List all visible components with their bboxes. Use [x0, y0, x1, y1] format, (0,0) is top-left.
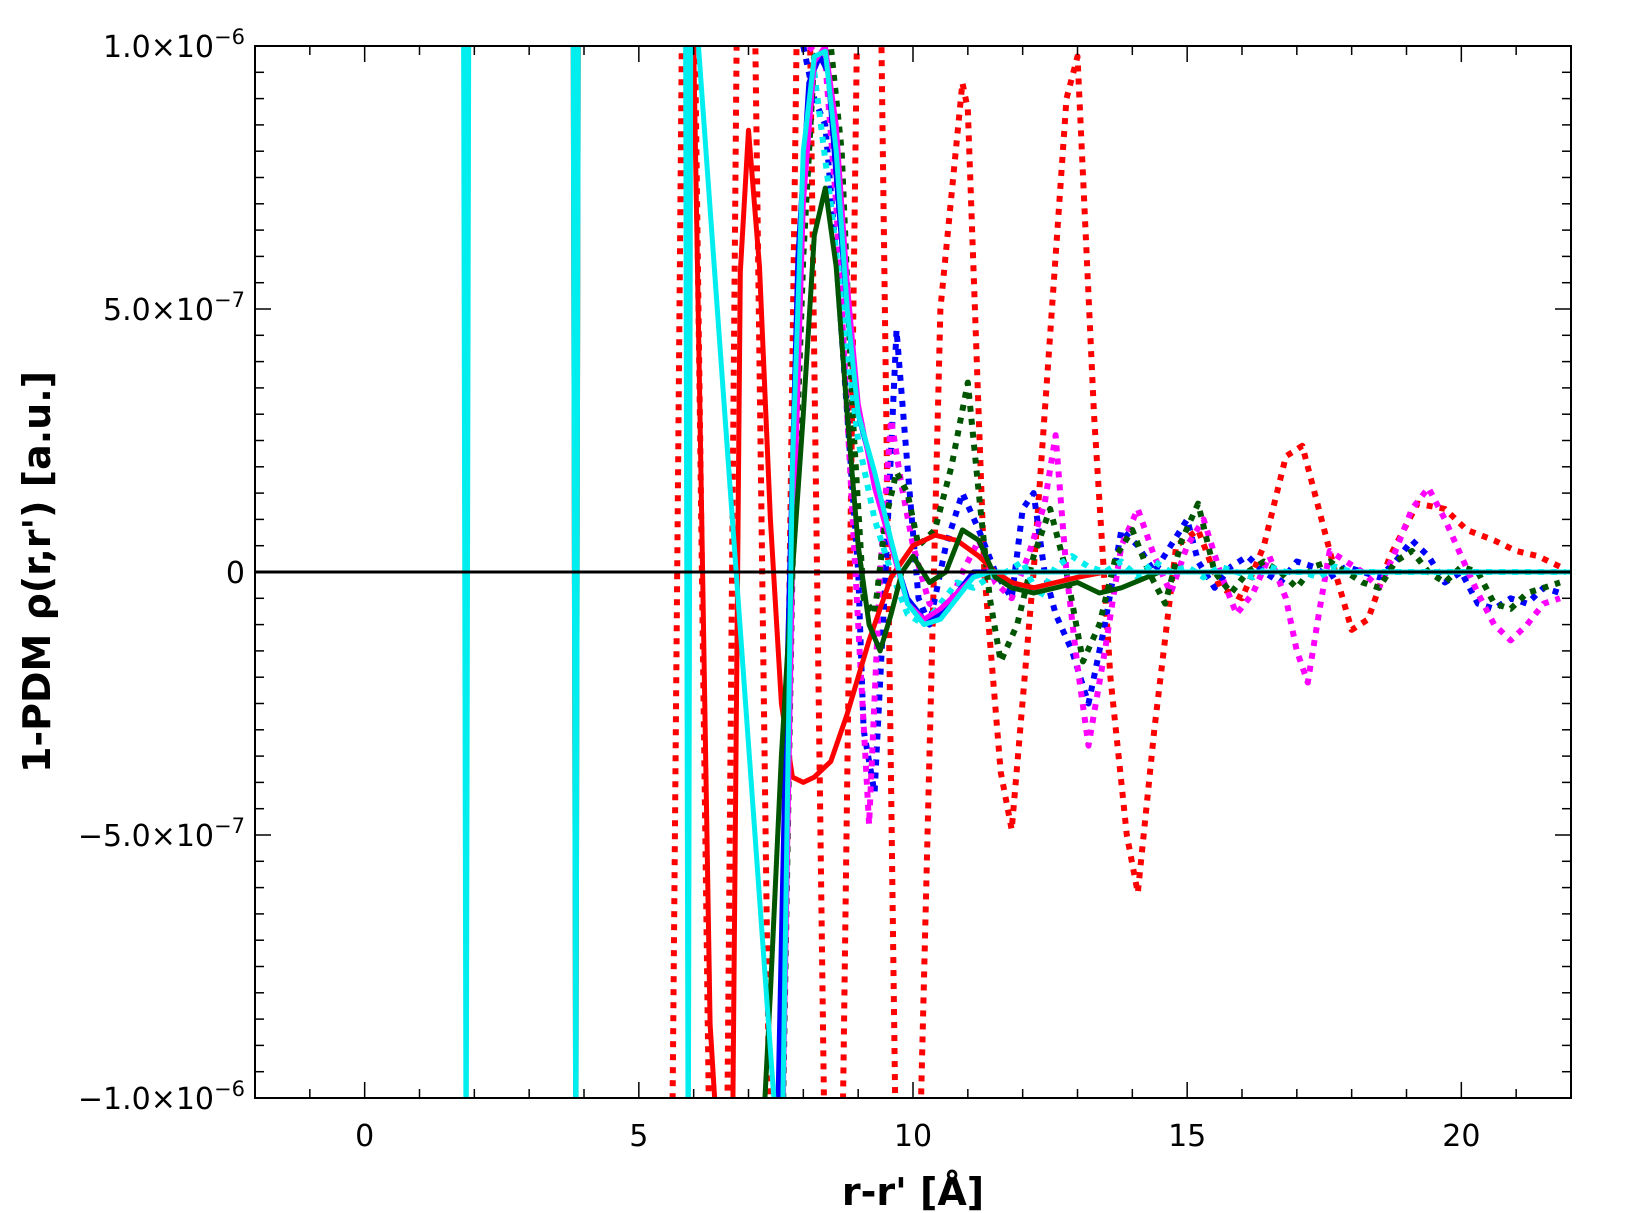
- y-tick-label: 0: [226, 556, 245, 591]
- series-line-7-solid: [775, 54, 1571, 1098]
- x-tick-label: 10: [894, 1119, 932, 1154]
- series-layer: [461, 46, 1571, 1098]
- series-line-8-solid: [780, 46, 1571, 1098]
- x-tick-label: 20: [1442, 1119, 1480, 1154]
- y-tick-label: 1.0×10−6: [103, 25, 245, 65]
- ticks-layer: [254, 45, 1572, 1099]
- x-tick-label: 0: [355, 1119, 374, 1154]
- y-tick-label: 5.0×10−7: [103, 288, 245, 328]
- y-axis-label: 1-PDM ρ(r,r') [a.u.]: [15, 371, 59, 773]
- y-tick-label: −5.0×10−7: [78, 814, 245, 854]
- x-tick-label: 15: [1168, 1119, 1206, 1154]
- tick-labels-layer: 0 5 10 15 20 −1.0×10−6 −5.0×10−7 0 5.0×10−7 1.0×1…: [78, 25, 1481, 1154]
- series-line-4-dotted: [780, 46, 1561, 1098]
- x-axis-label: r-r' [Å]: [842, 1170, 984, 1213]
- y-tick-label: −1.0×10−6: [78, 1077, 245, 1117]
- series-line-3-dotted: [806, 46, 1561, 828]
- series-line-2-dotted: [800, 46, 1561, 796]
- series-line-9-solid: [762, 185, 1571, 1098]
- x-tick-label: 5: [629, 1119, 648, 1154]
- series-line-10-solid: [461, 46, 1571, 1098]
